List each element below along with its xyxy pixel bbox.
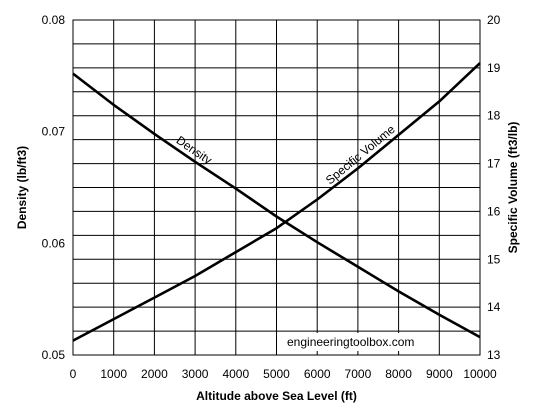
x-tick-label: 3000 [182, 367, 209, 381]
y-right-tick-label: 19 [487, 61, 501, 75]
x-tick-label: 10000 [463, 367, 497, 381]
x-tick-label: 6000 [304, 367, 331, 381]
y-right-axis-title: Specific Volume (ft3/lb) [506, 122, 520, 254]
x-tick-label: 0 [70, 367, 77, 381]
y-right-tick-label: 13 [487, 348, 501, 362]
y-left-axis-title: Density (lb/ft3) [15, 146, 29, 229]
y-right-tick-label: 14 [487, 300, 501, 314]
x-tick-label: 4000 [222, 367, 249, 381]
series-line-specific-volume [72, 62, 481, 342]
y-right-tick-label: 15 [487, 252, 501, 266]
y-left-tick-labels: 0.05 0.06 0.07 0.08 [42, 13, 66, 362]
grid [73, 20, 480, 355]
x-tick-label: 9000 [426, 367, 453, 381]
y-left-tick-label: 0.06 [42, 236, 66, 250]
x-tick-label: 2000 [141, 367, 168, 381]
x-tick-label: 8000 [385, 367, 412, 381]
y-left-tick-label: 0.07 [42, 125, 66, 139]
x-tick-label: 7000 [345, 367, 372, 381]
y-left-tick-label: 0.05 [42, 348, 66, 362]
plot-frame [72, 19, 481, 356]
x-axis-title: Altitude above Sea Level (ft) [196, 389, 357, 403]
watermark-text: engineeringtoolbox.com [287, 335, 414, 349]
x-tick-label: 5000 [263, 367, 290, 381]
y-right-tick-label: 17 [487, 157, 501, 171]
y-left-tick-label: 0.08 [42, 13, 66, 27]
x-tick-label: 1000 [100, 367, 127, 381]
y-right-tick-labels: 13 14 15 16 17 18 19 20 [487, 13, 501, 362]
y-right-tick-label: 20 [487, 13, 501, 27]
specific-volume-curve-label: Specific Volume [323, 122, 398, 187]
series-line-density [72, 72, 481, 339]
y-right-tick-label: 16 [487, 204, 501, 218]
x-tick-labels: 0 1000 2000 3000 4000 5000 6000 7000 8000 9000 100… [70, 367, 497, 381]
watermark-background [283, 333, 419, 351]
y-right-tick-label: 18 [487, 109, 501, 123]
series-group [72, 62, 481, 342]
